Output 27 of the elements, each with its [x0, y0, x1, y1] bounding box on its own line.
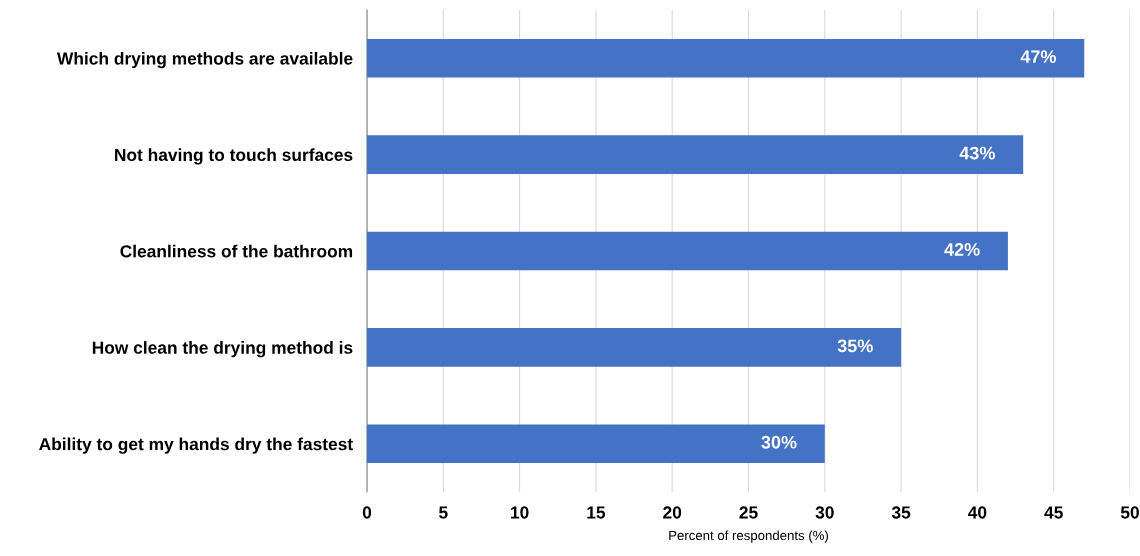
- y-tick-label: Which drying methods are available: [56, 51, 353, 69]
- data-label: 35%: [837, 339, 873, 353]
- bar: [367, 231, 1008, 271]
- data-label: 42%: [944, 243, 980, 256]
- x-tick-label: 50: [1120, 506, 1139, 519]
- x-tick-label: 30: [815, 506, 834, 519]
- bar: [367, 328, 902, 367]
- y-tick-label: Not having to touch surfaces: [115, 148, 353, 165]
- data-label: 30%: [761, 435, 797, 449]
- x-tick-label: 45: [1044, 506, 1063, 519]
- bar: [367, 424, 825, 464]
- data-label: 47%: [1020, 50, 1056, 64]
- x-tick-label: 10: [511, 506, 529, 519]
- x-tick-label: 15: [587, 506, 606, 519]
- x-tick-label: 35: [891, 506, 911, 519]
- x-axis-title: Percent of respondents (%): [669, 530, 828, 543]
- x-tick-label: 0: [362, 506, 372, 519]
- x-tick-label: 20: [663, 506, 682, 519]
- x-tick-label: 40: [968, 506, 987, 519]
- x-tick-label: 5: [439, 506, 448, 519]
- bar: [367, 38, 1085, 78]
- data-label: 43%: [959, 146, 995, 160]
- x-tick-label: 25: [739, 506, 758, 519]
- bar: [367, 135, 1024, 174]
- y-tick-label: Ability to get my hands dry the fastest: [39, 437, 353, 454]
- y-tick-label: Cleanliness of the bathroom: [120, 244, 353, 258]
- y-tick-label: How clean the drying method is: [92, 341, 353, 358]
